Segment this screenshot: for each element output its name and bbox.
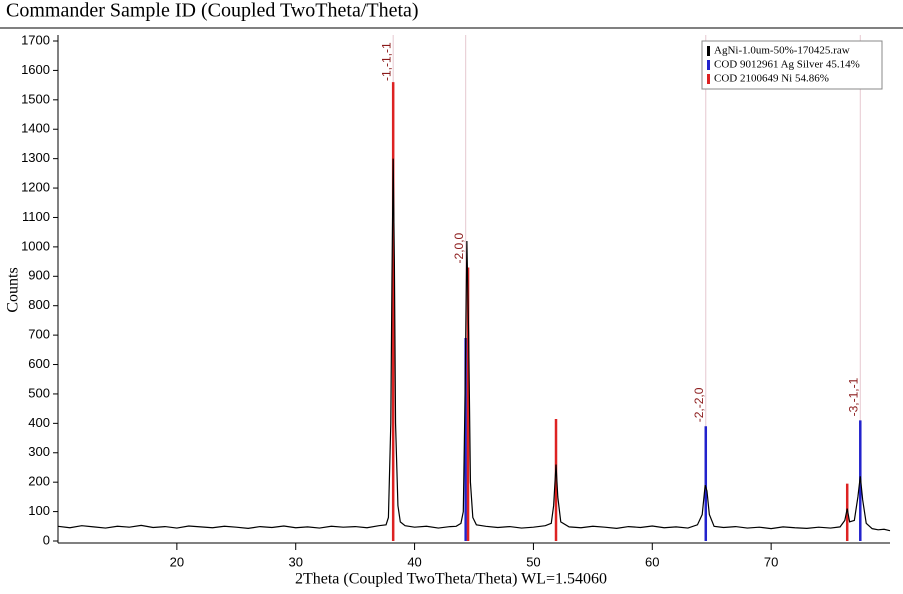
y-tick-label: 500 bbox=[28, 385, 50, 400]
y-tick-label: 1600 bbox=[21, 62, 50, 77]
data-line bbox=[57, 158, 891, 532]
y-tick-label: 700 bbox=[28, 327, 50, 342]
x-axis-label: 2Theta (Coupled TwoTheta/Theta) WL=1.540… bbox=[295, 571, 607, 588]
legend-box bbox=[701, 40, 883, 90]
y-tick-label: 1100 bbox=[22, 209, 50, 224]
legend-label: COD 9012961 Ag Silver 45.14% bbox=[714, 59, 860, 71]
y-tick-label: 1300 bbox=[21, 150, 50, 165]
x-tick-label: 60 bbox=[645, 554, 659, 569]
y-tick-label: 100 bbox=[28, 503, 50, 518]
annotation: -1,-1,-1 bbox=[379, 42, 393, 81]
y-axis-label: Counts bbox=[5, 267, 22, 312]
y-tick-label: 1500 bbox=[21, 91, 50, 106]
x-tick-label: 40 bbox=[407, 554, 421, 569]
y-tick-label: 400 bbox=[28, 415, 50, 430]
x-tick-label: 70 bbox=[764, 554, 778, 569]
y-tick-label: 0 bbox=[43, 532, 50, 547]
x-tick-label: 20 bbox=[170, 554, 184, 569]
legend-marker bbox=[707, 74, 710, 84]
annotation: -2,0,0 bbox=[452, 232, 466, 263]
legend-label: AgNi-1.0um-50%-170425.raw bbox=[714, 45, 850, 57]
y-tick-label: 600 bbox=[28, 356, 50, 371]
annotation: -2,-2,0 bbox=[692, 387, 706, 422]
y-tick-label: 1400 bbox=[21, 121, 50, 136]
y-tick-label: 800 bbox=[28, 297, 50, 312]
y-tick-label: 1200 bbox=[21, 179, 50, 194]
y-tick-label: 1000 bbox=[21, 238, 50, 253]
legend-label: COD 2100649 Ni 54.86% bbox=[714, 73, 829, 85]
y-tick-label: 900 bbox=[28, 268, 50, 283]
y-tick-label: 200 bbox=[28, 474, 50, 489]
x-tick-label: 50 bbox=[526, 554, 540, 569]
chart-title: Commander Sample ID (Coupled TwoTheta/Th… bbox=[6, 0, 419, 22]
y-tick-label: 300 bbox=[28, 444, 50, 459]
legend-marker bbox=[707, 46, 710, 56]
annotation: -3,-1,-1 bbox=[846, 377, 860, 416]
legend-marker bbox=[707, 60, 710, 70]
x-tick-label: 30 bbox=[288, 554, 302, 569]
y-tick-label: 1700 bbox=[21, 32, 50, 47]
